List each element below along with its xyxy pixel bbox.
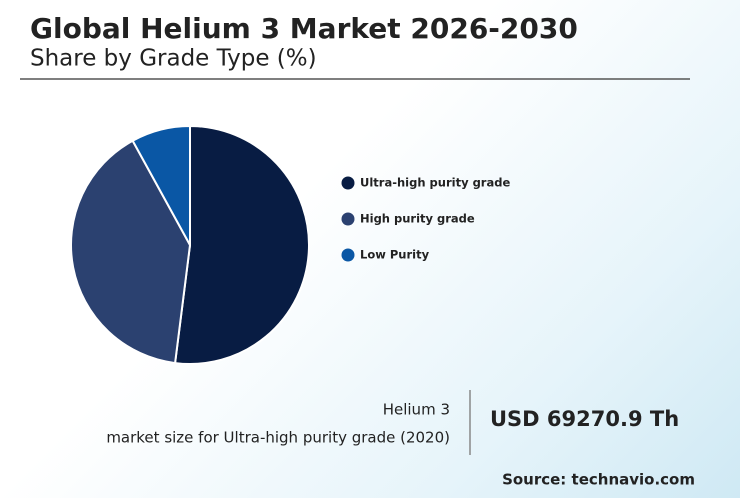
source: Source: technavio.com	[502, 471, 695, 489]
info-value: USD 69270.9 Th	[490, 407, 679, 431]
legend-label: High purity grade	[360, 212, 475, 226]
pie-slice	[69, 139, 192, 365]
chart-subtitle: Share by Grade Type (%)	[30, 46, 317, 72]
pie-slice	[131, 124, 191, 246]
legend-marker	[341, 176, 355, 190]
legend-label: Ultra-high purity grade	[360, 176, 510, 190]
legend-marker	[341, 248, 355, 262]
info-label: market size for Ultra-high purity grade …	[106, 429, 450, 447]
legend-marker	[341, 212, 355, 226]
chart-title: Global Helium 3 Market 2026-2030	[30, 12, 578, 45]
info-label: Helium 3	[383, 401, 450, 419]
pie-slice	[173, 124, 310, 365]
legend-label: Low Purity	[360, 248, 430, 262]
